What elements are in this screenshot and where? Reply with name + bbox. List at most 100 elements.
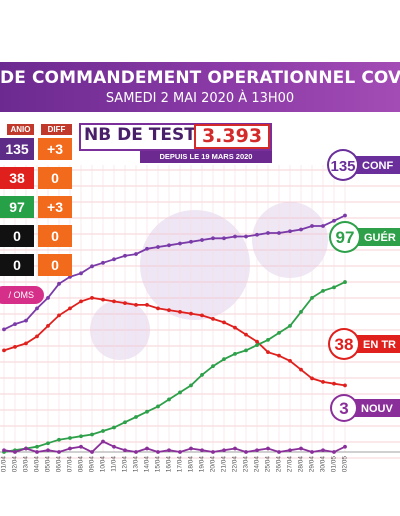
data-point: [321, 288, 325, 293]
data-point: [134, 450, 138, 454]
data-point: [222, 357, 226, 362]
data-point: [79, 299, 83, 304]
data-point: [244, 348, 248, 353]
data-point: [299, 309, 303, 314]
data-point: [277, 330, 281, 335]
data-point: [79, 434, 83, 439]
x-tick-label: 25/04: [265, 456, 272, 473]
data-point: [35, 444, 39, 449]
data-point: [57, 313, 61, 318]
callout-pin: [330, 330, 358, 358]
x-tick-label: 22/04: [232, 456, 239, 473]
x-tick-label: 15/04: [155, 456, 162, 473]
data-point: [57, 281, 61, 286]
data-point: [211, 236, 215, 241]
data-point: [156, 450, 160, 454]
data-point: [266, 337, 270, 342]
data-point: [2, 448, 6, 453]
data-point: [343, 280, 347, 284]
data-point: [343, 213, 347, 218]
callout-value: 3: [339, 399, 348, 418]
callout-pin: [332, 396, 356, 420]
data-point: [277, 231, 281, 235]
data-point: [90, 432, 94, 437]
data-point: [35, 450, 39, 454]
anio-confirmed: 135: [0, 138, 34, 160]
x-tick-label: 04/04: [34, 456, 41, 473]
data-point: [200, 448, 204, 453]
data-point: [244, 332, 248, 337]
series-line: [3, 440, 346, 454]
data-point: [178, 241, 182, 246]
x-tick-label: 19/04: [199, 456, 206, 473]
data-point: [156, 404, 160, 409]
data-point: [101, 260, 105, 265]
data-point: [156, 306, 160, 311]
anio-row-4: 0: [0, 225, 34, 247]
data-point: [134, 302, 138, 307]
data-point: [266, 350, 270, 355]
callout-label: GUÉR: [364, 231, 396, 244]
data-point: [310, 295, 314, 300]
data-point: [46, 323, 50, 328]
anio-treatment: 38: [0, 167, 34, 189]
data-point: [101, 297, 105, 302]
data-point: [167, 397, 171, 402]
data-point: [332, 285, 336, 290]
data-point: [13, 450, 17, 454]
diff-confirmed: +3: [38, 138, 72, 160]
x-tick-label: 18/04: [188, 456, 195, 473]
data-point: [266, 446, 270, 451]
data-point: [200, 373, 204, 377]
anio-recovered: 97: [0, 196, 34, 218]
data-point: [13, 344, 17, 349]
callout-ribbon: [353, 228, 400, 246]
x-tick-label: 13/04: [133, 456, 140, 473]
data-point: [178, 450, 182, 454]
x-tick-label: 16/04: [166, 456, 173, 473]
data-point: [233, 352, 237, 356]
data-point: [299, 227, 303, 232]
data-point: [332, 450, 336, 454]
data-point: [343, 444, 347, 449]
data-point: [189, 311, 193, 316]
x-tick-label: 03/04: [23, 456, 30, 473]
data-point: [211, 316, 215, 321]
data-point: [244, 450, 248, 454]
data-point: [222, 448, 226, 453]
data-point: [189, 383, 193, 388]
data-point: [123, 253, 127, 258]
series-line: [3, 296, 346, 387]
callout-label: NOUV: [361, 403, 393, 415]
data-point: [200, 238, 204, 242]
x-tick-label: 29/04: [309, 456, 316, 473]
callout-value: 97: [336, 228, 355, 247]
tests-value: 3.393: [201, 125, 263, 147]
x-tick-label: 23/04: [243, 456, 250, 473]
diff-treatment: 0: [38, 167, 72, 189]
diff-row-4: 0: [38, 225, 72, 247]
data-point: [145, 446, 149, 451]
data-point: [321, 380, 325, 384]
data-point: [79, 444, 83, 449]
data-point: [310, 450, 314, 454]
callouts: CONF 135 GUÉR 97 EN TR 38 NOUV 3: [327, 149, 400, 422]
data-point: [266, 231, 270, 235]
callout-pin: [329, 151, 357, 179]
callout-ribbon: [351, 156, 400, 174]
data-point: [101, 429, 105, 433]
data-point: [332, 218, 336, 223]
data-point: [46, 295, 50, 300]
tests-label: NB DE TESTS:: [84, 125, 215, 145]
data-point: [123, 420, 127, 425]
x-tick-label: 27/04: [287, 456, 294, 473]
data-point: [2, 348, 6, 353]
data-point: [145, 246, 149, 251]
data-point: [277, 353, 281, 358]
data-point: [145, 302, 149, 307]
data-point: [255, 339, 259, 344]
data-point: [310, 224, 314, 228]
data-point: [167, 243, 171, 248]
diff-row-5: 0: [38, 254, 72, 276]
